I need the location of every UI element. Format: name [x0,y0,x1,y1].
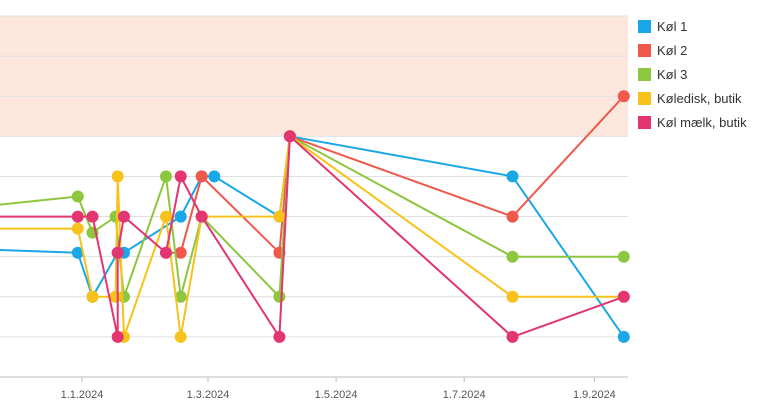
legend-swatch [638,67,651,81]
series-lines [0,90,630,343]
data-point[interactable] [617,90,630,103]
data-point[interactable] [617,250,630,263]
data-point[interactable] [506,250,519,263]
legend-item-kol-1[interactable]: Køl 1 [638,14,747,38]
data-point[interactable] [273,210,286,223]
x-tick-label: 1.9.2024 [573,389,616,401]
x-tick-1: 1.1.2024 [61,377,104,401]
data-point[interactable] [195,210,208,223]
legend-label: Køl 2 [657,42,688,58]
data-point[interactable] [118,290,130,303]
x-tick-5: 1.9.2024 [573,377,616,401]
legend-swatch [638,19,651,33]
x-tick-2: 1.3.2024 [187,377,230,401]
x-tick-label: 1.7.2024 [443,389,486,401]
legend-item-koledisk-butik[interactable]: Køledisk, butik [638,86,747,110]
data-point[interactable] [174,330,187,343]
data-point[interactable] [283,130,296,143]
x-tick-3: 1.5.2024 [315,377,358,401]
legend-label: Køl 1 [657,18,688,34]
data-point[interactable] [174,210,187,223]
legend: Køl 1 Køl 2 Køl 3 Køledisk, butik Køl mæ… [638,14,747,134]
data-point[interactable] [111,246,124,259]
x-tick-label: 1.3.2024 [187,389,230,401]
data-point[interactable] [273,290,286,303]
x-axis: 1.1.2024 1.3.2024 1.5.2024 1.7.2024 1.9.… [0,376,628,401]
data-point[interactable] [71,190,84,203]
series-line [0,135,624,298]
band-rect [0,16,628,137]
data-point[interactable] [160,246,172,259]
data-point[interactable] [118,210,130,223]
legend-item-kol-3[interactable]: Køl 3 [638,62,747,86]
data-point[interactable] [86,210,99,223]
series-5 [0,130,630,343]
grid-lines [0,15,628,338]
data-point[interactable] [506,170,519,183]
legend-swatch [638,43,651,57]
data-point[interactable] [195,170,208,183]
x-tick-4: 1.7.2024 [443,377,486,401]
data-point[interactable] [506,210,519,223]
data-point[interactable] [160,170,172,183]
data-point[interactable] [174,290,187,303]
data-point[interactable] [160,210,172,223]
data-point[interactable] [71,246,84,259]
data-point[interactable] [208,170,221,183]
legend-label: Køl 3 [657,66,688,82]
data-point[interactable] [86,290,99,303]
data-point[interactable] [506,290,519,303]
legend-item-kol-2[interactable]: Køl 2 [638,38,747,62]
data-point[interactable] [71,222,84,235]
x-tick-label: 1.5.2024 [315,389,358,401]
x-tick-label: 1.1.2024 [61,389,104,401]
data-point[interactable] [111,330,124,343]
data-point[interactable] [111,170,124,183]
data-point[interactable] [617,330,630,343]
data-point[interactable] [71,210,84,223]
data-point[interactable] [273,330,286,343]
data-point[interactable] [174,170,187,183]
legend-swatch [638,91,651,105]
data-point[interactable] [109,290,122,303]
legend-swatch [638,115,651,129]
highlight-band [0,16,628,137]
legend-label: Køl mælk, butik [657,114,747,130]
data-point[interactable] [617,290,630,303]
data-point[interactable] [174,246,187,259]
data-point[interactable] [506,330,519,343]
legend-item-kol-maelk-butik[interactable]: Køl mælk, butik [638,110,747,134]
legend-label: Køledisk, butik [657,90,742,106]
